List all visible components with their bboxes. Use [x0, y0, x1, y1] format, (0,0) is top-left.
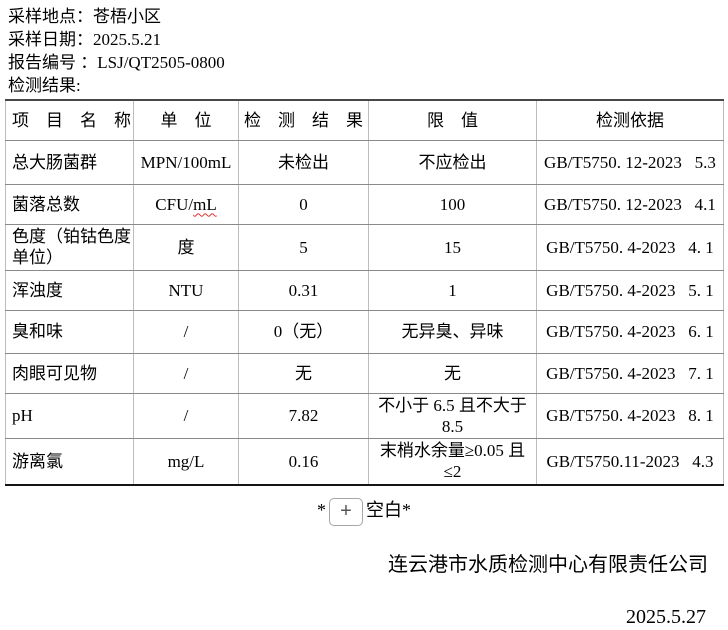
sampling-date: 采样日期：2025.5.21 — [8, 30, 161, 49]
blank-label: 空白* — [366, 500, 411, 520]
table-row: 总大肠菌群 MPN/100mL 未检出 不应检出 GB/T5750. 12-20… — [5, 139, 724, 185]
unit-cell: mg/L — [133, 437, 239, 486]
limit-cell: 15 — [368, 223, 537, 271]
limit-cell: 无异臭、异味 — [368, 309, 537, 354]
basis-cell: GB/T5750. 4-2023 5. 1 — [536, 269, 724, 311]
result-cell: 7.82 — [238, 392, 369, 439]
result-cell: 5 — [238, 223, 369, 271]
basis-cell: GB/T5750. 4-2023 8. 1 — [536, 392, 724, 439]
unit-cell: / — [133, 392, 239, 439]
expand-plus-button[interactable]: + — [329, 497, 363, 526]
result-cell: 无 — [238, 352, 369, 394]
limit-cell: 100 — [368, 183, 537, 225]
basis-cell: GB/T5750. 4-2023 4. 1 — [536, 223, 724, 271]
unit-text: CFU/ — [155, 194, 194, 214]
item-name-cell: 总大肠菌群 — [5, 139, 134, 185]
unit-cell: MPN/100mL — [133, 139, 239, 185]
unit-cell: CFU/mL — [133, 183, 239, 225]
item-name-cell: 臭和味 — [5, 309, 134, 354]
col-header-limit: 限 值 — [368, 99, 537, 141]
col-header-item-name: 项 目 名 称 — [5, 99, 134, 141]
results-label: 检测结果: — [8, 76, 81, 95]
col-header-unit: 单 位 — [133, 99, 239, 141]
table-row: 臭和味 / 0（无） 无异臭、异味 GB/T5750. 4-2023 6. 1 — [5, 309, 724, 354]
report-date: 2025.5.27 — [626, 605, 706, 628]
result-cell: 0.16 — [238, 437, 369, 486]
limit-cell: 无 — [368, 352, 537, 394]
table-row: 肉眼可见物 / 无 无 GB/T5750. 4-2023 7. 1 — [5, 352, 724, 394]
basis-cell: GB/T5750. 4-2023 7. 1 — [536, 352, 724, 394]
result-cell: 0.31 — [238, 269, 369, 311]
unit-cell: / — [133, 352, 239, 394]
plus-icon: + — [340, 499, 352, 522]
result-cell: 未检出 — [238, 139, 369, 185]
basis-cell: GB/T5750.11-2023 4.3 — [536, 437, 724, 486]
company-name: 连云港市水质检测中心有限责任公司 — [388, 553, 708, 576]
item-name-cell: 菌落总数 — [5, 183, 134, 225]
unit-cell: / — [133, 309, 239, 354]
item-name-cell: pH — [5, 392, 134, 439]
sampling-location: 采样地点：苍梧小区 — [8, 7, 161, 26]
report-number: 报告编号 ：LSJ/QT2505-0800 — [8, 53, 225, 72]
item-name-cell: 肉眼可见物 — [5, 352, 134, 394]
basis-cell: GB/T5750. 12-2023 5.3 — [536, 139, 724, 185]
table-row: pH / 7.82 不小于 6.5 且不大于 8.5 GB/T5750. 4-2… — [5, 392, 724, 439]
asterisk-prefix: * — [317, 500, 326, 520]
blank-object-line: * + 空白* — [0, 495, 728, 526]
col-header-result: 检 测 结 果 — [238, 99, 369, 141]
item-name-cell: 游离氯 — [5, 437, 134, 486]
result-cell: 0（无） — [238, 309, 369, 354]
table-row: 游离氯 mg/L 0.16 末梢水余量≥0.05 且≤2 GB/T5750.11… — [5, 437, 724, 486]
table-row: 浑浊度 NTU 0.31 1 GB/T5750. 4-2023 5. 1 — [5, 269, 724, 311]
result-cell: 0 — [238, 183, 369, 225]
results-table: 项 目 名 称 单 位 检 测 结 果 限 值 检测依据 总大肠菌群 MPN/1… — [5, 99, 724, 486]
basis-cell: GB/T5750. 4-2023 6. 1 — [536, 309, 724, 354]
col-header-basis: 检测依据 — [536, 99, 724, 141]
limit-cell: 末梢水余量≥0.05 且≤2 — [368, 437, 537, 486]
basis-cell: GB/T5750. 12-2023 4.1 — [536, 183, 724, 225]
limit-cell: 不小于 6.5 且不大于 8.5 — [368, 392, 537, 439]
report-header-block: 采样地点：苍梧小区 采样日期：2025.5.21 报告编号 ：LSJ/QT250… — [0, 0, 728, 97]
unit-cell: NTU — [133, 269, 239, 311]
limit-cell: 1 — [368, 269, 537, 311]
item-name-cell: 浑浊度 — [5, 269, 134, 311]
table-header-row: 项 目 名 称 单 位 检 测 结 果 限 值 检测依据 — [5, 99, 724, 141]
item-name-cell: 色度（铂钴色度单位） — [5, 223, 134, 271]
table-row: 色度（铂钴色度单位） 度 5 15 GB/T5750. 4-2023 4. 1 — [5, 223, 724, 271]
limit-cell: 不应检出 — [368, 139, 537, 185]
unit-text-spellcheck-flagged: mL — [193, 194, 217, 214]
table-row: 菌落总数 CFU/mL 0 100 GB/T5750. 12-2023 4.1 — [5, 183, 724, 225]
unit-cell: 度 — [133, 223, 239, 271]
